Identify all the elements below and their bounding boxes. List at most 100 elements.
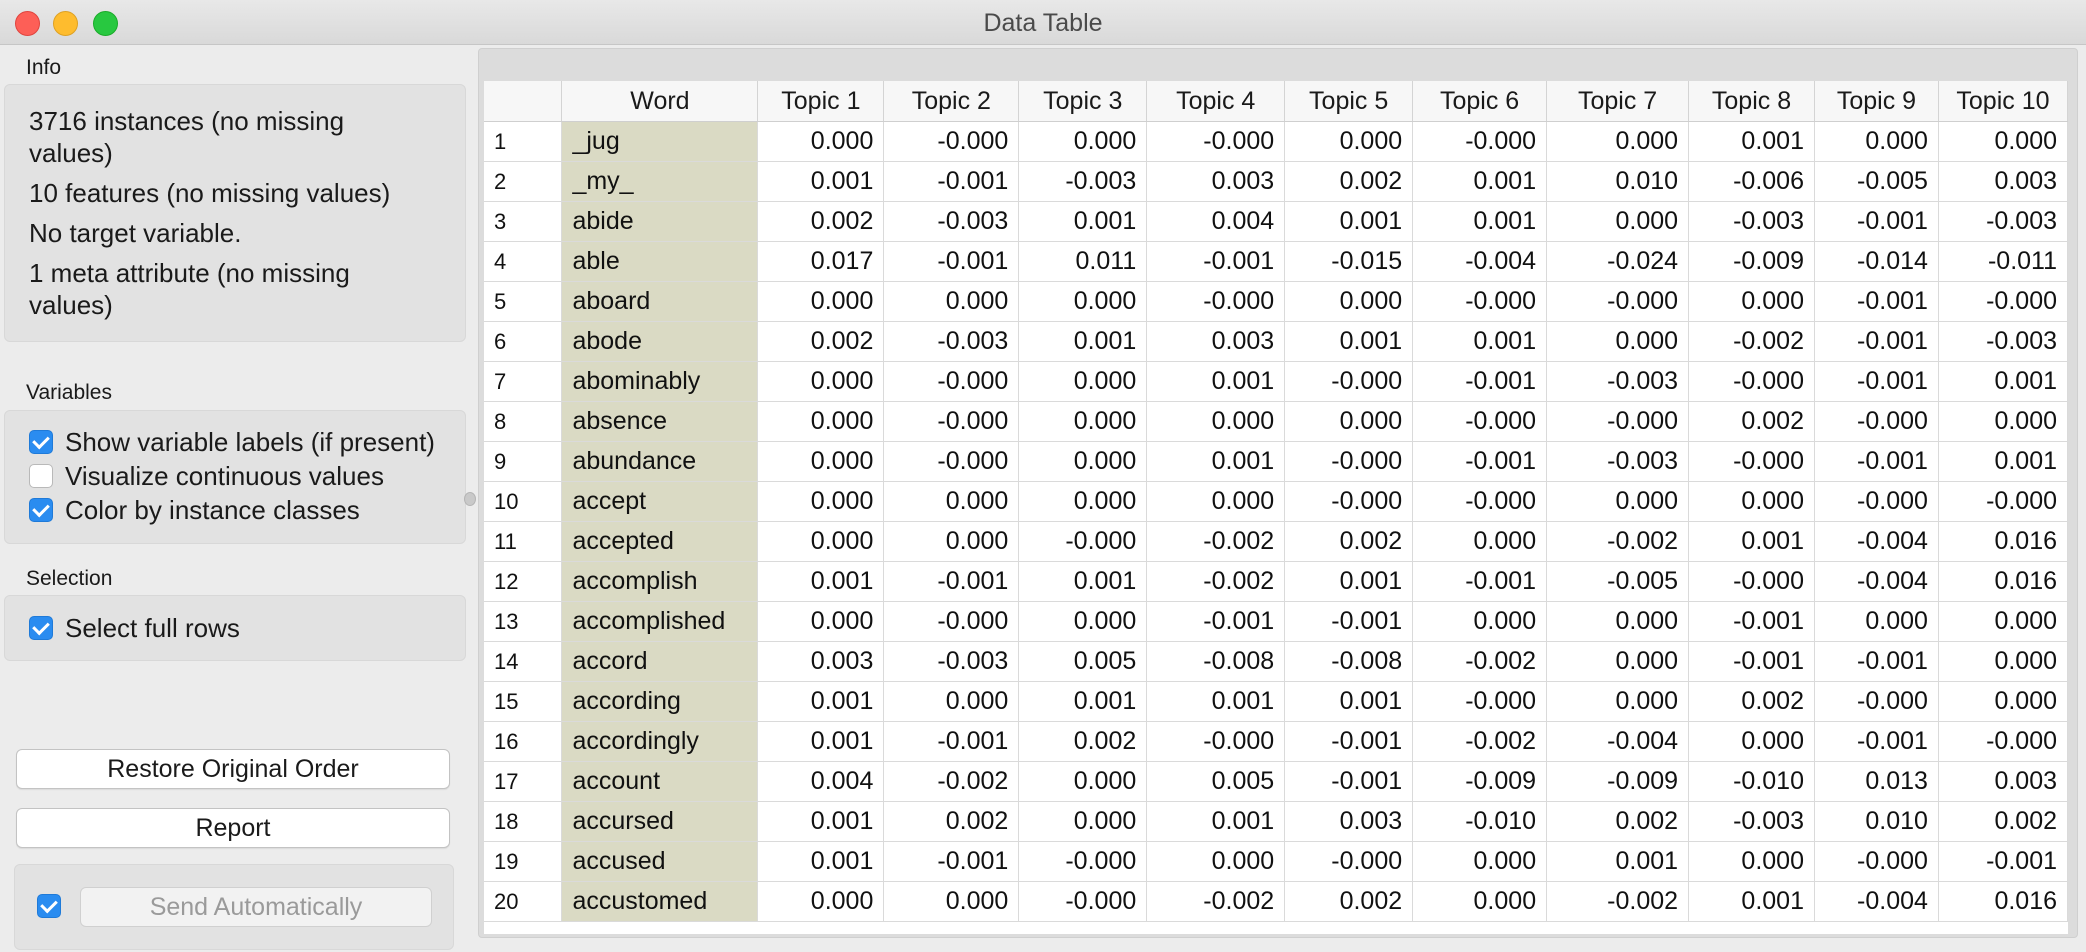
topic-cell[interactable]: 0.013: [1814, 761, 1939, 802]
topic-cell[interactable]: -0.002: [1146, 561, 1286, 602]
topic-cell[interactable]: -0.000: [1284, 361, 1414, 402]
row-index[interactable]: 12: [484, 561, 563, 602]
row-index[interactable]: 4: [484, 241, 563, 282]
topic-cell[interactable]: 0.000: [1938, 601, 2068, 642]
word-cell[interactable]: abide: [561, 201, 759, 242]
row-index[interactable]: 14: [484, 641, 563, 682]
header-corner[interactable]: [484, 81, 563, 122]
topic-cell[interactable]: -0.004: [1814, 881, 1939, 922]
restore-original-order-button[interactable]: Restore Original Order: [16, 749, 450, 789]
word-cell[interactable]: _my_: [561, 161, 759, 202]
topic-cell[interactable]: 0.001: [757, 801, 885, 842]
topic-cell[interactable]: -0.002: [1412, 641, 1548, 682]
row-index[interactable]: 9: [484, 441, 563, 482]
table-row[interactable]: 12 accomplish 0.001 -0.001 0.001 -0.002 0.001-…: [484, 561, 2068, 602]
topic-cell[interactable]: -0.001: [883, 561, 1020, 602]
topic-cell[interactable]: -0.000: [1412, 481, 1548, 522]
show-variable-labels-option[interactable]: Show variable labels (if present): [29, 427, 435, 457]
checkbox-unchecked-icon[interactable]: [29, 464, 53, 488]
topic-cell[interactable]: -0.001: [1814, 641, 1939, 682]
topic-cell[interactable]: 0.001: [1018, 561, 1148, 602]
topic-cell[interactable]: 0.001: [1688, 121, 1815, 162]
topic-cell[interactable]: -0.000: [1284, 481, 1414, 522]
table-row[interactable]: 1 _jug 0.000 -0.000 0.000 -0.000 0.000 -0.000 0.…: [484, 121, 2068, 162]
topic-cell[interactable]: -0.004: [1814, 561, 1939, 602]
topic-cell[interactable]: 0.000: [1412, 521, 1548, 562]
topic-cell[interactable]: -0.000: [1146, 121, 1286, 162]
topic-cell[interactable]: -0.000: [1938, 281, 2068, 322]
topic-cell[interactable]: -0.000: [1814, 481, 1939, 522]
topic-cell[interactable]: 0.001: [1938, 441, 2068, 482]
word-cell[interactable]: accomplished: [561, 601, 759, 642]
topic-cell[interactable]: -0.000: [1814, 681, 1939, 722]
word-cell[interactable]: absence: [561, 401, 759, 442]
topic-cell[interactable]: 0.000: [1146, 481, 1286, 522]
topic-cell[interactable]: 0.010: [1814, 801, 1939, 842]
column-header[interactable]: Topic 9: [1814, 81, 1939, 122]
send-automatically-checkbox[interactable]: [37, 894, 73, 918]
topic-cell[interactable]: -0.001: [1284, 761, 1414, 802]
checkbox-checked-icon[interactable]: [37, 894, 61, 918]
topic-cell[interactable]: 0.000: [1546, 641, 1690, 682]
topic-cell[interactable]: -0.000: [1146, 281, 1286, 322]
topic-cell[interactable]: -0.001: [883, 241, 1020, 282]
topic-cell[interactable]: 0.000: [1146, 841, 1286, 882]
row-index[interactable]: 1: [484, 121, 563, 162]
topic-cell[interactable]: -0.000: [883, 401, 1020, 442]
table-row[interactable]: 19 accused 0.001 -0.001 -0.000 0.000 -0.000 0.0…: [484, 841, 2068, 882]
topic-cell[interactable]: 0.000: [757, 481, 885, 522]
topic-cell[interactable]: 0.000: [757, 121, 885, 162]
table-row[interactable]: 5 aboard 0.000 0.000 0.000 -0.000 0.000 -0.000-…: [484, 281, 2068, 322]
row-index[interactable]: 6: [484, 321, 563, 362]
topic-cell[interactable]: 0.000: [1412, 881, 1548, 922]
topic-cell[interactable]: -0.024: [1546, 241, 1690, 282]
table-row[interactable]: 9 abundance 0.000 -0.000 0.000 0.001 -0.000 -0.…: [484, 441, 2068, 482]
column-header[interactable]: Topic 8: [1688, 81, 1815, 122]
topic-cell[interactable]: 0.000: [1688, 841, 1815, 882]
topic-cell[interactable]: 0.001: [757, 721, 885, 762]
topic-cell[interactable]: 0.000: [1546, 681, 1690, 722]
topic-cell[interactable]: 0.005: [1018, 641, 1148, 682]
topic-cell[interactable]: 0.000: [1688, 281, 1815, 322]
topic-cell[interactable]: 0.000: [1284, 401, 1414, 442]
row-index[interactable]: 8: [484, 401, 563, 442]
topic-cell[interactable]: -0.002: [883, 761, 1020, 802]
table-row[interactable]: 10 accept 0.000 0.000 0.000 0.000 -0.000 -0.000…: [484, 481, 2068, 522]
topic-cell[interactable]: -0.008: [1146, 641, 1286, 682]
topic-cell[interactable]: -0.000: [1688, 361, 1815, 402]
topic-cell[interactable]: -0.001: [1688, 641, 1815, 682]
topic-cell[interactable]: -0.000: [1688, 561, 1815, 602]
topic-cell[interactable]: 0.001: [1146, 441, 1286, 482]
topic-cell[interactable]: 0.000: [757, 281, 885, 322]
topic-cell[interactable]: 0.016: [1938, 881, 2068, 922]
topic-cell[interactable]: -0.001: [1814, 201, 1939, 242]
word-cell[interactable]: able: [561, 241, 759, 282]
topic-cell[interactable]: 0.000: [883, 681, 1020, 722]
table-row[interactable]: 14 accord 0.003 -0.003 0.005 -0.008 -0.008 -0.0…: [484, 641, 2068, 682]
topic-cell[interactable]: -0.003: [1018, 161, 1148, 202]
topic-cell[interactable]: -0.003: [883, 641, 1020, 682]
topic-cell[interactable]: 0.000: [1018, 121, 1148, 162]
topic-cell[interactable]: 0.004: [757, 761, 885, 802]
topic-cell[interactable]: 0.000: [757, 441, 885, 482]
topic-cell[interactable]: -0.001: [883, 721, 1020, 762]
topic-cell[interactable]: -0.000: [1546, 281, 1690, 322]
word-cell[interactable]: abundance: [561, 441, 759, 482]
topic-cell[interactable]: -0.000: [1546, 401, 1690, 442]
topic-cell[interactable]: -0.004: [1814, 521, 1939, 562]
topic-cell[interactable]: 0.000: [757, 881, 885, 922]
send-automatically-button[interactable]: Send Automatically: [80, 887, 432, 927]
topic-cell[interactable]: -0.000: [1146, 721, 1286, 762]
table-row[interactable]: 11 accepted 0.000 0.000 -0.000 -0.002 0.002 0.0…: [484, 521, 2068, 562]
topic-cell[interactable]: 0.001: [757, 161, 885, 202]
column-header[interactable]: Topic 3: [1018, 81, 1148, 122]
topic-cell[interactable]: -0.008: [1284, 641, 1414, 682]
topic-cell[interactable]: -0.009: [1546, 761, 1690, 802]
topic-cell[interactable]: -0.003: [1546, 361, 1690, 402]
topic-cell[interactable]: 0.011: [1018, 241, 1148, 282]
topic-cell[interactable]: -0.000: [1938, 721, 2068, 762]
topic-cell[interactable]: 0.002: [1284, 161, 1414, 202]
topic-cell[interactable]: 0.001: [1412, 161, 1548, 202]
topic-cell[interactable]: -0.005: [1814, 161, 1939, 202]
word-cell[interactable]: account: [561, 761, 759, 802]
